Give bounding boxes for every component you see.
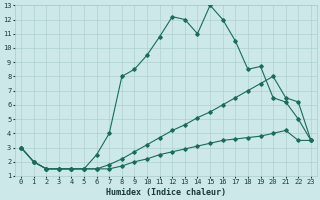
X-axis label: Humidex (Indice chaleur): Humidex (Indice chaleur): [106, 188, 226, 197]
